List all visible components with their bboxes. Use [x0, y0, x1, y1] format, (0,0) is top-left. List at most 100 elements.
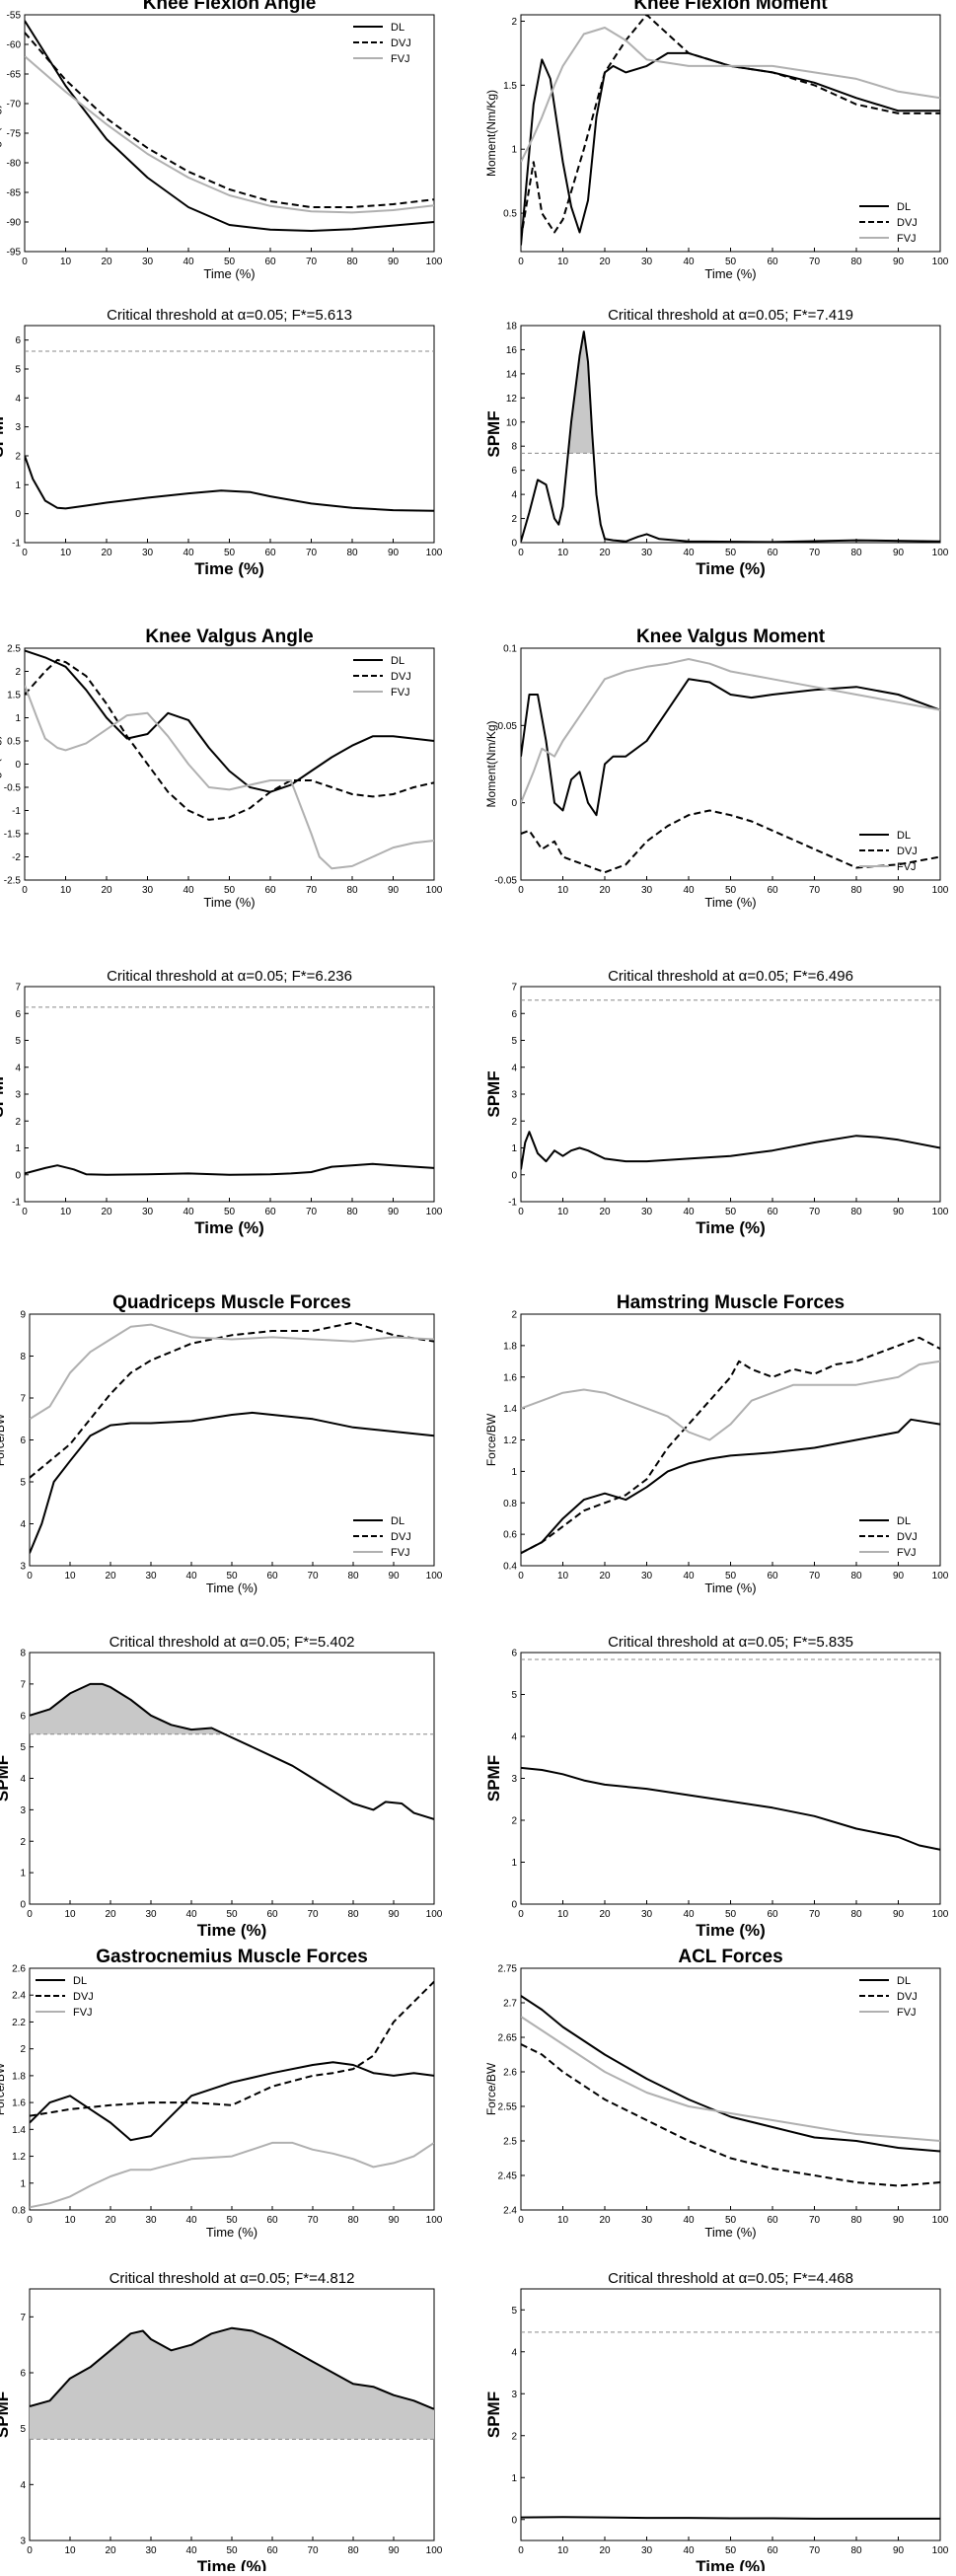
- y-tick-label: 2: [15, 1117, 21, 1128]
- x-tick-label: 50: [725, 1571, 737, 1582]
- y-tick-label: 4: [20, 1774, 26, 1785]
- y-tick-label: 4: [20, 1519, 26, 1530]
- x-tick-label: 100: [426, 2215, 443, 2226]
- plot-frame: [24, 14, 435, 253]
- y-tick-label: 6: [15, 1009, 21, 1020]
- y-tick-label: 0.4: [503, 1562, 517, 1573]
- x-tick-label: 60: [767, 2545, 778, 2556]
- y-tick-label: 5: [20, 2424, 26, 2435]
- y-tick-label: 0: [20, 1900, 26, 1911]
- x-tick-label: 90: [388, 257, 400, 267]
- x-tick-label: 50: [725, 1207, 737, 1217]
- x-tick-label: 70: [306, 257, 318, 267]
- x-tick-label: 30: [145, 2215, 157, 2226]
- x-tick-label: 60: [767, 1571, 778, 1582]
- x-tick-label: 100: [426, 1571, 443, 1582]
- y-tick-label: 2: [511, 514, 517, 525]
- x-tick-label: 70: [809, 257, 821, 267]
- y-tick-label: -1: [12, 539, 21, 550]
- series-line-dl: [521, 1418, 940, 1555]
- x-tick-label: 10: [557, 548, 569, 558]
- y-tick-label: 10: [506, 417, 518, 428]
- x-tick-label: 10: [64, 2545, 76, 2556]
- x-tick-label: 80: [850, 885, 862, 896]
- y-tick-label: 1: [511, 1858, 517, 1869]
- y-tick-label: 1: [511, 1143, 517, 1154]
- legend-label: DVJ: [391, 1531, 411, 1543]
- y-tick-label: 2.6: [503, 2068, 517, 2079]
- legend: DL DVJ FVJ: [859, 1975, 918, 2019]
- y-tick-label: 8: [20, 1649, 26, 1659]
- y-tick-label: -85: [7, 188, 22, 199]
- x-tick-label: 10: [60, 548, 72, 558]
- x-tick-label: 80: [346, 257, 358, 267]
- chart-spm-knee-valgus-angle: Critical threshold at α=0.05; F*=6.236 0 1…: [0, 968, 443, 1237]
- x-tick-label: 60: [266, 1909, 278, 1920]
- chart-spm-hamstring-muscle-forces: Critical threshold at α=0.05; F*=5.835 0 1…: [484, 1634, 949, 1940]
- x-tick-label: 100: [932, 2215, 949, 2226]
- x-tick-label: 30: [142, 548, 154, 558]
- y-tick-label: 6: [20, 1435, 26, 1446]
- x-tick-label: 90: [388, 1207, 400, 1217]
- x-tick-label: 70: [809, 885, 821, 896]
- y-axis-label: SPMF: [0, 2392, 12, 2438]
- x-tick-label: 70: [809, 1207, 821, 1217]
- series-line-spm-f-: [30, 1682, 434, 1820]
- y-tick-label: 1.5: [503, 81, 517, 92]
- x-axis-label: Time (%): [197, 2557, 267, 2571]
- series-line-dl: [30, 1411, 434, 1554]
- plot-frame: [520, 1967, 941, 2211]
- y-tick-label: 6: [15, 335, 21, 346]
- x-tick-label: 40: [683, 2215, 695, 2226]
- y-tick-label: 0: [511, 539, 517, 550]
- x-tick-label: 20: [101, 1207, 112, 1217]
- chart-hamstring-muscle-forces: Hamstring Muscle Forces 0 10 20 30 40 50 60 70 80…: [484, 1292, 949, 1595]
- legend-label: DL: [897, 201, 911, 213]
- plot-frame: [29, 1967, 435, 2211]
- y-tick-label: 5: [15, 1036, 21, 1047]
- x-tick-label: 80: [346, 548, 358, 558]
- series-line-dvj: [30, 1980, 434, 2117]
- x-tick-label: 10: [557, 2215, 569, 2226]
- plot-frame: [24, 647, 435, 881]
- series-line-dl: [25, 649, 434, 793]
- x-tick-label: 30: [145, 1571, 157, 1582]
- y-tick-label: -55: [7, 11, 22, 22]
- chart-spm-quadriceps-muscle-forces: Critical threshold at α=0.05; F*=5.402 0 1…: [0, 1634, 443, 1940]
- series-line-fvj: [30, 2141, 434, 2209]
- y-tick-label: 2.6: [12, 1964, 26, 1975]
- y-tick-label: 1.8: [12, 2071, 26, 2082]
- x-tick-label: 40: [683, 548, 695, 558]
- series-line-dl: [521, 678, 940, 817]
- y-tick-label: 0: [511, 1170, 517, 1181]
- x-tick-label: 100: [932, 257, 949, 267]
- x-tick-label: 30: [142, 257, 154, 267]
- y-tick-label: 2: [20, 2044, 26, 2055]
- y-tick-label: 4: [20, 2480, 26, 2491]
- x-tick-label: 80: [347, 2545, 359, 2556]
- x-tick-label: 0: [27, 1571, 33, 1582]
- plot-frame: [24, 986, 435, 1203]
- legend-label: DL: [897, 830, 911, 842]
- x-tick-label: 70: [809, 548, 821, 558]
- legend-label: DVJ: [897, 1991, 918, 2003]
- y-tick-label: 1: [511, 2473, 517, 2484]
- x-tick-label: 40: [185, 1571, 197, 1582]
- y-tick-label: 4: [15, 1063, 21, 1073]
- x-tick-label: 70: [809, 1909, 821, 1920]
- y-axis-label: Force/BW: [484, 1413, 498, 1466]
- x-tick-label: 40: [185, 2215, 197, 2226]
- series-line-spm-f-: [521, 1131, 940, 1170]
- series-line-spm-f-: [30, 2326, 434, 2410]
- y-tick-label: -0.05: [494, 876, 517, 887]
- x-tick-label: 100: [932, 1207, 949, 1217]
- series-line-dl: [521, 51, 940, 246]
- x-tick-label: 40: [683, 1571, 695, 1582]
- chart-title: Gastrocnemius Muscle Forces: [96, 1947, 368, 1967]
- x-tick-label: 0: [22, 1207, 28, 1217]
- legend: DL DVJ FVJ: [859, 830, 918, 873]
- x-tick-label: 40: [683, 257, 695, 267]
- y-tick-label: 7: [20, 1394, 26, 1405]
- x-tick-label: 90: [388, 548, 400, 558]
